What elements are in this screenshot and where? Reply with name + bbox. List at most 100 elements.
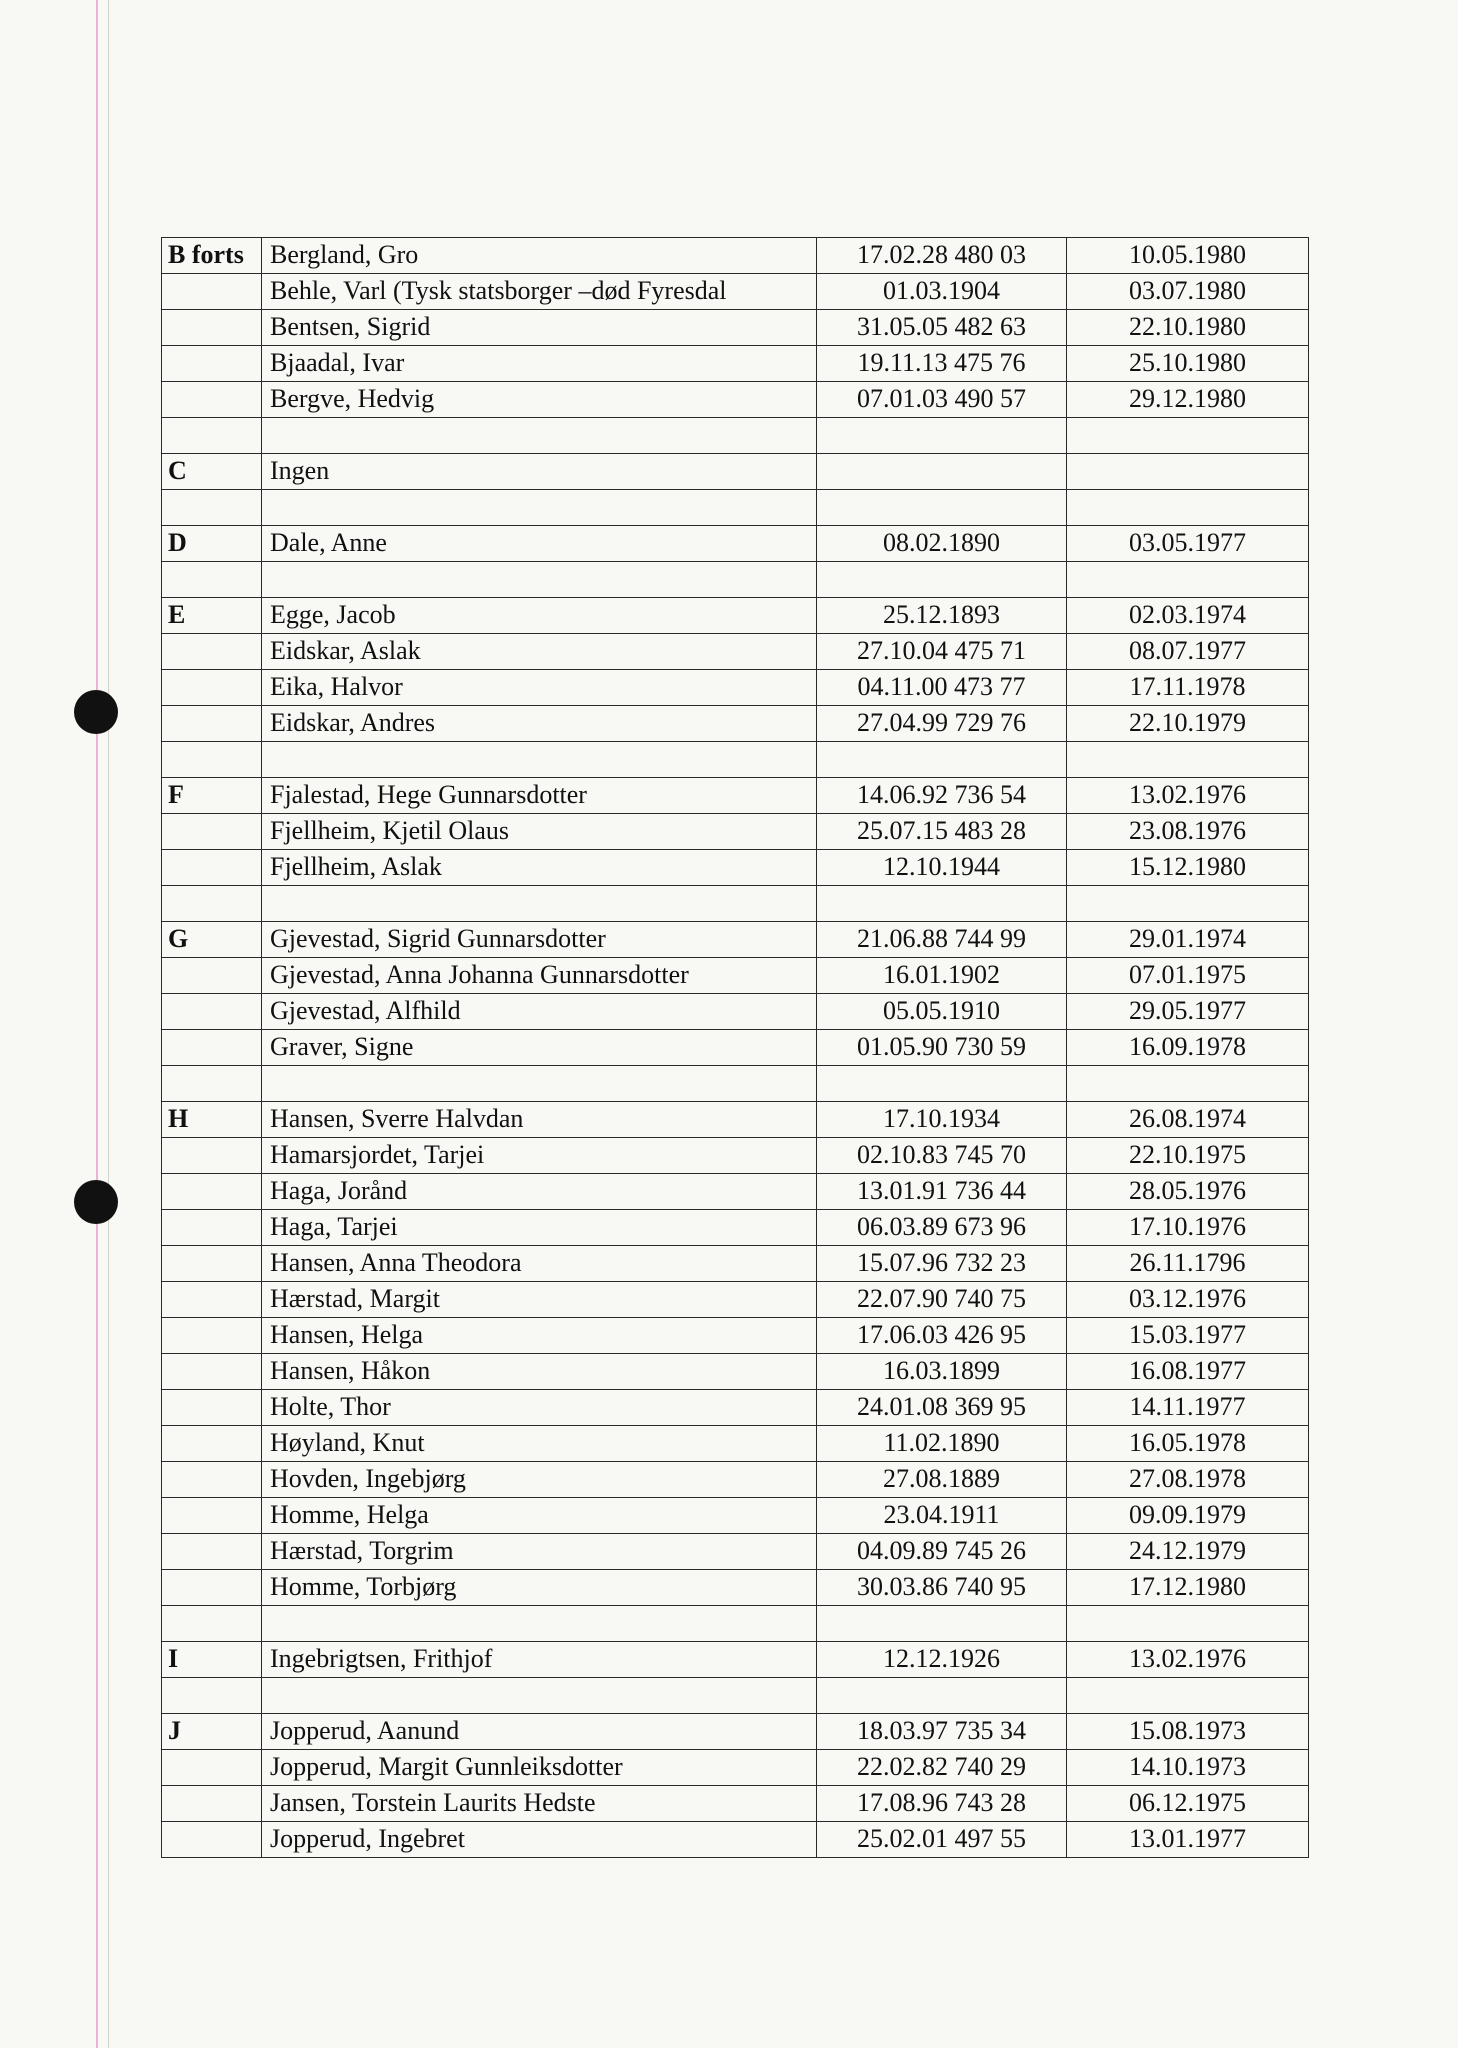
table-row (162, 1678, 1309, 1714)
date-cell: 13.01.1977 (1067, 1822, 1309, 1858)
blank-cell (1067, 886, 1309, 922)
letter-cell (162, 1498, 262, 1534)
letter-cell (162, 1174, 262, 1210)
letter-cell (162, 1462, 262, 1498)
name-cell: Hansen, Sverre Halvdan (262, 1102, 817, 1138)
id-cell: 27.08.1889 (817, 1462, 1067, 1498)
letter-cell: D (162, 526, 262, 562)
id-cell: 17.02.28 480 03 (817, 238, 1067, 274)
date-cell: 22.10.1980 (1067, 310, 1309, 346)
green-margin-line (108, 0, 109, 2048)
date-cell: 14.11.1977 (1067, 1390, 1309, 1426)
id-cell: 08.02.1890 (817, 526, 1067, 562)
blank-cell (262, 1678, 817, 1714)
blank-cell (162, 1606, 262, 1642)
id-cell: 04.11.00 473 77 (817, 670, 1067, 706)
date-cell: 26.11.1796 (1067, 1246, 1309, 1282)
name-cell: Hamarsjordet, Tarjei (262, 1138, 817, 1174)
table-row (162, 562, 1309, 598)
letter-cell: E (162, 598, 262, 634)
name-cell: Gjevestad, Sigrid Gunnarsdotter (262, 922, 817, 958)
blank-cell (162, 886, 262, 922)
table-row (162, 1066, 1309, 1102)
table-row (162, 490, 1309, 526)
id-cell: 12.12.1926 (817, 1642, 1067, 1678)
letter-cell (162, 670, 262, 706)
letter-cell (162, 706, 262, 742)
date-cell: 26.08.1974 (1067, 1102, 1309, 1138)
date-cell: 29.12.1980 (1067, 382, 1309, 418)
table-row: Bentsen, Sigrid31.05.05 482 6322.10.1980 (162, 310, 1309, 346)
date-cell: 25.10.1980 (1067, 346, 1309, 382)
table-row: Eidskar, Aslak27.10.04 475 7108.07.1977 (162, 634, 1309, 670)
id-cell: 27.04.99 729 76 (817, 706, 1067, 742)
id-cell: 19.11.13 475 76 (817, 346, 1067, 382)
name-cell: Ingen (262, 454, 817, 490)
table-row: B fortsBergland, Gro17.02.28 480 0310.05… (162, 238, 1309, 274)
id-cell: 16.03.1899 (817, 1354, 1067, 1390)
table-row: Jansen, Torstein Laurits Hedste17.08.96 … (162, 1786, 1309, 1822)
id-cell: 05.05.1910 (817, 994, 1067, 1030)
date-cell: 17.10.1976 (1067, 1210, 1309, 1246)
name-cell: Hærstad, Margit (262, 1282, 817, 1318)
letter-cell (162, 346, 262, 382)
table-row: Hansen, Håkon16.03.189916.08.1977 (162, 1354, 1309, 1390)
blank-cell (262, 886, 817, 922)
table-row: Hamarsjordet, Tarjei02.10.83 745 7022.10… (162, 1138, 1309, 1174)
id-cell: 31.05.05 482 63 (817, 310, 1067, 346)
table-row: Haga, Tarjei06.03.89 673 9617.10.1976 (162, 1210, 1309, 1246)
blank-cell (162, 1678, 262, 1714)
date-cell: 16.09.1978 (1067, 1030, 1309, 1066)
date-cell: 17.12.1980 (1067, 1570, 1309, 1606)
name-cell: Hansen, Håkon (262, 1354, 817, 1390)
table-row: Eika, Halvor04.11.00 473 7717.11.1978 (162, 670, 1309, 706)
name-cell: Jopperud, Ingebret (262, 1822, 817, 1858)
date-cell: 08.07.1977 (1067, 634, 1309, 670)
blank-cell (162, 490, 262, 526)
blank-cell (262, 562, 817, 598)
table-row: DDale, Anne08.02.189003.05.1977 (162, 526, 1309, 562)
name-cell: Egge, Jacob (262, 598, 817, 634)
table-row: Haga, Jorånd13.01.91 736 4428.05.1976 (162, 1174, 1309, 1210)
table-row: Holte, Thor24.01.08 369 9514.11.1977 (162, 1390, 1309, 1426)
letter-cell: C (162, 454, 262, 490)
letter-cell: I (162, 1642, 262, 1678)
letter-cell (162, 994, 262, 1030)
blank-cell (1067, 418, 1309, 454)
letter-cell (162, 1786, 262, 1822)
table-row: Hærstad, Margit22.07.90 740 7503.12.1976 (162, 1282, 1309, 1318)
blank-cell (1067, 1066, 1309, 1102)
name-cell: Eika, Halvor (262, 670, 817, 706)
id-cell: 17.06.03 426 95 (817, 1318, 1067, 1354)
date-cell: 03.12.1976 (1067, 1282, 1309, 1318)
id-cell: 27.10.04 475 71 (817, 634, 1067, 670)
letter-cell: B forts (162, 238, 262, 274)
id-cell: 18.03.97 735 34 (817, 1714, 1067, 1750)
pink-margin-line (96, 0, 98, 2048)
letter-cell (162, 382, 262, 418)
letter-cell (162, 1282, 262, 1318)
blank-cell (817, 742, 1067, 778)
name-cell: Jansen, Torstein Laurits Hedste (262, 1786, 817, 1822)
letter-cell (162, 814, 262, 850)
name-cell: Gjevestad, Anna Johanna Gunnarsdotter (262, 958, 817, 994)
id-cell: 16.01.1902 (817, 958, 1067, 994)
table-row: Gjevestad, Anna Johanna Gunnarsdotter16.… (162, 958, 1309, 994)
letter-cell: H (162, 1102, 262, 1138)
name-cell: Hovden, Ingebjørg (262, 1462, 817, 1498)
date-cell: 14.10.1973 (1067, 1750, 1309, 1786)
table-row: Behle, Varl (Tysk statsborger –død Fyres… (162, 274, 1309, 310)
letter-cell (162, 1318, 262, 1354)
name-cell: Hansen, Anna Theodora (262, 1246, 817, 1282)
blank-cell (1067, 490, 1309, 526)
date-cell: 27.08.1978 (1067, 1462, 1309, 1498)
letter-cell (162, 1426, 262, 1462)
letter-cell (162, 1570, 262, 1606)
table-row: Jopperud, Margit Gunnleiksdotter22.02.82… (162, 1750, 1309, 1786)
table-row: GGjevestad, Sigrid Gunnarsdotter21.06.88… (162, 922, 1309, 958)
scanned-page: B fortsBergland, Gro17.02.28 480 0310.05… (0, 0, 1458, 2048)
letter-cell (162, 1246, 262, 1282)
letter-cell (162, 1750, 262, 1786)
letter-cell (162, 310, 262, 346)
date-cell: 06.12.1975 (1067, 1786, 1309, 1822)
